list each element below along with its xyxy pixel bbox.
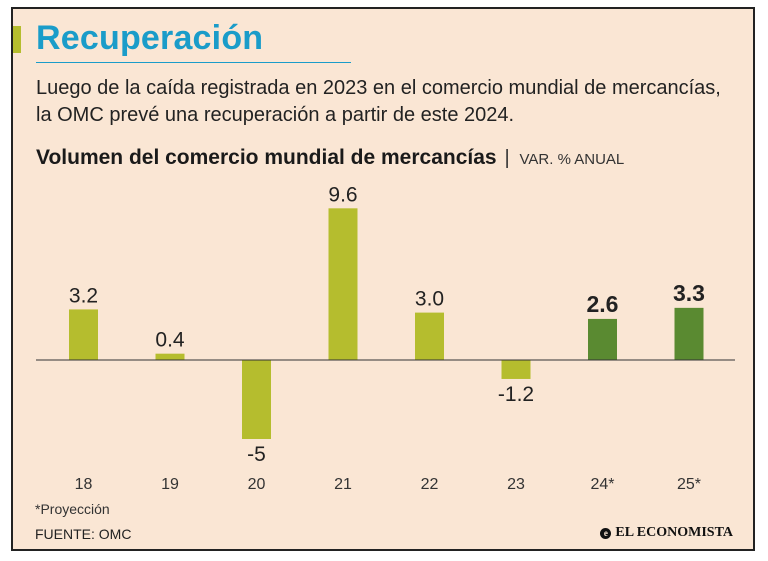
bar-chart: 3.2 18 0.4 19 -5 20 9.6 21 3.0 22 -1.2 23 2.6 24* 3.3 2… xyxy=(36,183,735,493)
title-underline xyxy=(36,62,351,63)
x-tick-label: 19 xyxy=(161,476,179,493)
source-label: FUENTE: OMC xyxy=(35,526,132,542)
bar-21 xyxy=(328,208,358,360)
bar-value-label: 3.3 xyxy=(673,280,705,306)
bar-value-label: 2.6 xyxy=(587,291,619,317)
unit-label: VAR. % ANUAL xyxy=(519,151,625,168)
bar-20 xyxy=(242,360,271,439)
infographic-frame: Recuperación Luego de la caída registrad… xyxy=(11,7,755,551)
x-tick-label: 22 xyxy=(421,476,439,493)
chart-title: Volumen del comercio mundial de mercancí… xyxy=(36,146,624,170)
x-tick-label: 21 xyxy=(334,476,352,493)
bar-value-label: 0.4 xyxy=(155,329,185,352)
x-tick-label: 23 xyxy=(507,476,525,493)
x-tick-label: 24* xyxy=(590,476,614,493)
brand-name: EL ECONOMISTA xyxy=(615,525,733,540)
bar-22 xyxy=(415,312,444,360)
x-tick-label: 20 xyxy=(248,476,266,493)
bar-18 xyxy=(69,309,98,360)
bar-19 xyxy=(155,353,185,360)
page-title: Recuperación xyxy=(36,19,264,57)
bar-value-label: -1.2 xyxy=(498,383,534,406)
brand-logo: e EL ECONOMISTA xyxy=(600,525,733,541)
bar-25-proj xyxy=(674,307,704,360)
x-tick-label: 18 xyxy=(75,476,93,493)
bar-value-label: 3.2 xyxy=(69,284,98,307)
title-accent-bar xyxy=(13,26,21,53)
newspaper-logo-icon: e xyxy=(600,527,612,539)
bar-value-label: 3.0 xyxy=(415,288,444,311)
bar-value-label: -5 xyxy=(247,443,266,466)
x-tick-label: 25* xyxy=(677,476,701,493)
bar-23 xyxy=(501,360,531,379)
chart-title-text: Volumen del comercio mundial de mercancí… xyxy=(36,146,497,169)
title-separator: | xyxy=(504,147,510,169)
bar-value-label: 9.6 xyxy=(328,183,357,206)
bar-24-proj xyxy=(588,318,617,360)
subtitle: Luego de la caída registrada en 2023 en … xyxy=(36,77,721,126)
projection-footnote: *Proyección xyxy=(35,501,110,517)
